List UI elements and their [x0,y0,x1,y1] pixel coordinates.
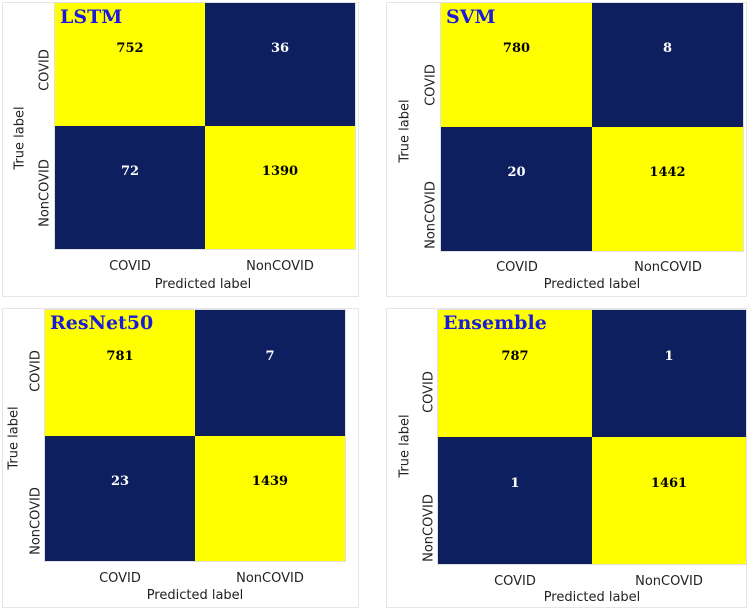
model-title: Ensemble [443,312,547,334]
cell-value: 1461 [650,476,688,492]
y-axis-label: True label [6,406,22,470]
matrix-grid: 752 36 72 1390 [54,2,356,250]
matrix-cell-0-1: 36 [205,3,355,126]
cell-value: 781 [106,348,134,364]
y-tick-label: COVID [28,350,44,392]
x-tick-label: NonCOVID [246,259,314,274]
cell-value: 7 [265,348,275,364]
x-tick-label: NonCOVID [634,260,702,275]
matrix-cell-1-1: 1461 [592,437,746,564]
matrix-cell-1-0: 1 [438,437,592,564]
x-tick-label: COVID [99,571,141,586]
matrix-grid: 787 1 1 1461 [437,309,747,565]
cell-value: 1 [664,349,674,365]
y-tick-label: COVID [421,371,437,413]
confusion-matrix-panel-ensemble: 787 1 1 1461 Ensemble COVID NonCOVID COV… [386,308,747,608]
matrix-cell-0-0: 787 [438,310,592,437]
cell-value: 780 [502,41,531,57]
confusion-matrix-panel-lstm: 752 36 72 1390 LSTM COVID NonCOVID COVID… [2,2,359,297]
y-tick-label: COVID [37,49,53,91]
matrix-cell-0-1: 8 [592,3,743,127]
matrix-grid: 780 8 20 1442 [440,2,744,252]
matrix-cell-0-0: 752 [55,3,205,126]
x-axis-label: Predicted label [543,590,641,605]
cell-value: 752 [116,41,144,57]
matrix-cell-1-1: 1439 [195,435,345,561]
y-tick-label: COVID [423,64,439,106]
y-axis-label: True label [12,106,28,170]
y-axis-label: True label [397,99,413,163]
matrix-grid: 781 7 23 1439 [44,309,346,562]
confusion-matrix-panel-resnet50: 781 7 23 1439 ResNet50 COVID NonCOVID CO… [2,308,359,608]
x-axis-label: Predicted label [543,277,641,292]
x-tick-label: COVID [494,574,536,589]
cell-value: 23 [110,474,130,490]
cell-value: 1 [510,476,520,492]
x-axis-label: Predicted label [146,588,244,603]
cell-value: 1439 [251,474,289,490]
cell-value: 1442 [649,165,686,181]
confusion-matrix-panel-svm: 780 8 20 1442 SVM COVID NonCOVID COVID N… [386,2,747,297]
matrix-cell-0-0: 781 [45,310,195,436]
y-tick-label: NonCOVID [421,494,437,562]
cell-value: 787 [501,349,529,365]
matrix-cell-1-0: 72 [55,126,205,249]
x-axis-label: Predicted label [154,277,252,292]
cell-value: 8 [662,41,673,57]
matrix-cell-1-1: 1442 [592,127,743,251]
x-tick-label: NonCOVID [236,571,304,586]
y-tick-label: NonCOVID [423,181,439,249]
matrix-cell-0-0: 780 [441,3,592,127]
cell-value: 1390 [261,164,299,180]
x-tick-label: COVID [109,259,151,274]
y-axis-label: True label [397,414,413,478]
y-tick-label: NonCOVID [37,159,53,227]
x-tick-label: NonCOVID [635,574,703,589]
matrix-cell-1-0: 23 [45,435,195,561]
cell-value: 20 [507,165,526,181]
matrix-cell-1-0: 20 [441,127,592,251]
matrix-cell-0-1: 1 [592,310,746,437]
x-tick-label: COVID [496,260,538,275]
cell-value: 36 [270,41,290,57]
model-title: SVM [446,6,496,28]
cell-value: 72 [120,164,140,180]
matrix-cell-1-1: 1390 [205,126,355,249]
matrix-cell-0-1: 7 [195,310,345,436]
y-tick-label: NonCOVID [28,487,44,555]
model-title: LSTM [60,6,123,28]
model-title: ResNet50 [50,312,154,334]
